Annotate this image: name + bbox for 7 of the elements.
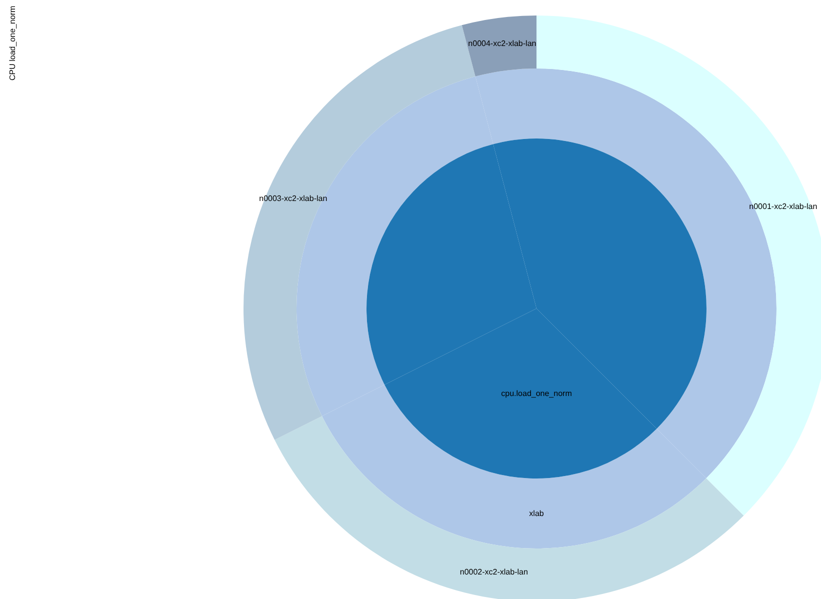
slice-label: cpu.load_one_norm [501,389,572,398]
slice-label: n0001-xc2-xlab-lan [749,202,818,211]
slice-label: n0004-xc2-xlab-lan [468,39,536,48]
slice-label: n0003-xc2-xlab-lan [259,194,328,204]
slice-label: n0002-xc2-xlab-lan [460,568,528,577]
slice-label: xlab [529,509,544,518]
text: CPU load_one_norm [8,5,17,80]
